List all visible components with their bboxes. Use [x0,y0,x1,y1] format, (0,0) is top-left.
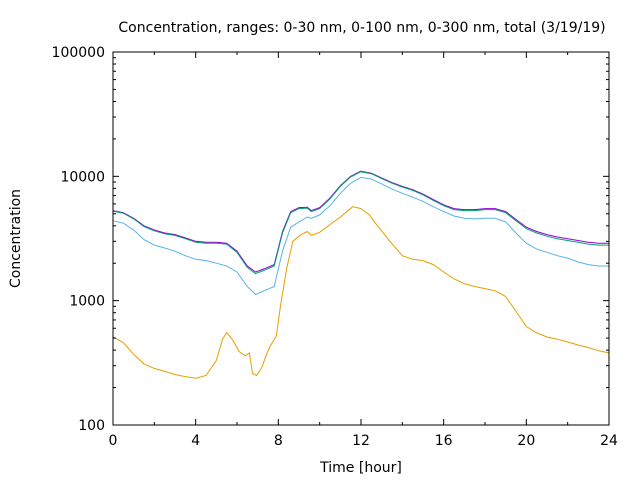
y-tick-label: 1000 [69,294,105,310]
x-tick-label: 4 [191,433,200,449]
x-tick-label: 16 [435,433,453,449]
chart-title: Concentration, ranges: 0-30 nm, 0-100 nm… [118,20,605,36]
series-line-1 [112,206,610,379]
y-axis-label: Concentration [8,189,24,288]
y-tick-label: 100 [78,418,105,434]
x-tick-label: 24 [600,433,618,449]
series-layer [112,170,610,379]
series-line-4 [112,171,609,275]
x-tick-label: 0 [109,433,118,449]
axis-layer: 0 4 8 12 16 20 24 100 1000 10000 100000 [52,45,618,449]
series-line-2 [112,176,609,296]
x-tick-label: 8 [274,433,283,449]
y-tick-label: 10000 [60,169,105,185]
series-line-3 [112,170,609,273]
y-tick-label: 100000 [52,45,105,61]
x-tick-label: 20 [517,433,535,449]
x-axis-label: Time [hour] [319,460,402,476]
x-tick-label: 12 [352,433,370,449]
